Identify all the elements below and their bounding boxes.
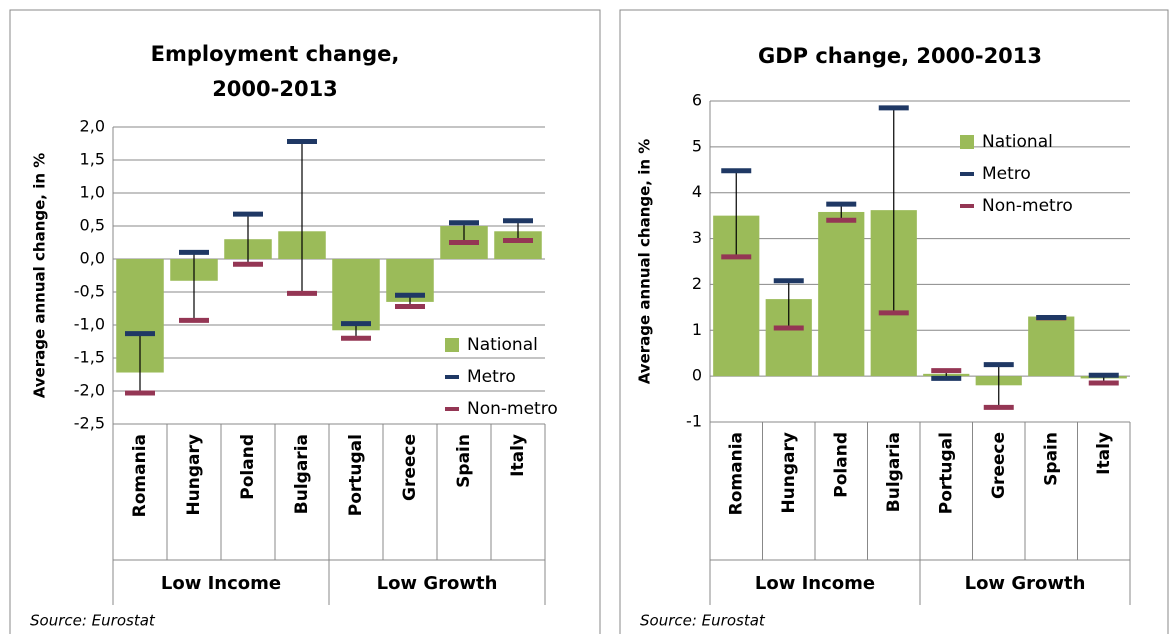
group-label: Low Growth (965, 573, 1086, 594)
bar (818, 211, 865, 377)
x-tick-label: Romania (726, 432, 746, 515)
legend-label: Non-metro (467, 399, 558, 419)
x-tick-label: Hungary (184, 434, 204, 516)
legend-label: Metro (982, 164, 1031, 184)
x-tick-label: Portugal (346, 434, 366, 516)
bar (332, 259, 380, 331)
x-tick-label: Italy (1094, 432, 1114, 475)
chart-title: Employment change, (151, 42, 400, 66)
y-tick-label: 1,5 (80, 150, 105, 169)
y-tick-label: -1,5 (74, 348, 105, 367)
y-tick-label: 6 (692, 91, 702, 110)
y-tick-label: -2,0 (74, 381, 105, 400)
y-tick-label: 1 (692, 320, 702, 339)
legend-label: National (467, 335, 538, 355)
y-tick-label: 1,0 (80, 183, 105, 202)
x-tick-label: Greece (400, 434, 420, 501)
y-tick-label: 0 (692, 366, 702, 385)
legend-label: Non-metro (982, 196, 1073, 216)
y-tick-label: 2,0 (80, 117, 105, 136)
panel-border (619, 9, 1169, 638)
y-tick-label: -2,5 (74, 414, 105, 433)
y-tick-label: 2 (692, 274, 702, 293)
y-tick-label: 3 (692, 228, 702, 247)
x-tick-label: Romania (130, 434, 150, 517)
legend-swatch (445, 338, 459, 352)
y-tick-label: 4 (692, 182, 702, 201)
source-note: Source: Eurostat (640, 612, 766, 630)
y-axis-label: Average annual change, in % (31, 153, 49, 399)
x-tick-label: Spain (454, 434, 474, 488)
x-tick-label: Hungary (779, 432, 799, 514)
x-tick-label: Portugal (936, 432, 956, 514)
y-tick-label: 0,5 (80, 216, 105, 235)
x-tick-label: Spain (1041, 432, 1061, 486)
panel-border (9, 9, 601, 638)
x-tick-label: Bulgaria (884, 432, 904, 512)
x-tick-label: Poland (831, 432, 851, 498)
y-tick-label: -1 (686, 412, 702, 431)
y-tick-label: 5 (692, 136, 702, 155)
y-tick-label: -0,5 (74, 282, 105, 301)
legend-swatch (960, 135, 974, 149)
chart-title: 2000-2013 (212, 77, 338, 101)
x-tick-label: Italy (508, 434, 528, 477)
x-tick-label: Greece (989, 432, 1009, 499)
source-note: Source: Eurostat (30, 612, 156, 630)
group-label: Low Income (755, 573, 875, 594)
group-label: Low Income (161, 573, 281, 594)
chart-title: GDP change, 2000-2013 (758, 44, 1042, 68)
y-tick-label: -1,0 (74, 315, 105, 334)
legend-label: Metro (467, 367, 516, 387)
y-axis-label: Average annual change, in % (636, 139, 654, 385)
bar (1028, 316, 1075, 377)
y-tick-label: 0,0 (80, 249, 105, 268)
x-tick-label: Poland (238, 434, 258, 500)
legend-label: National (982, 132, 1053, 152)
group-label: Low Growth (377, 573, 498, 594)
x-tick-label: Bulgaria (292, 434, 312, 514)
